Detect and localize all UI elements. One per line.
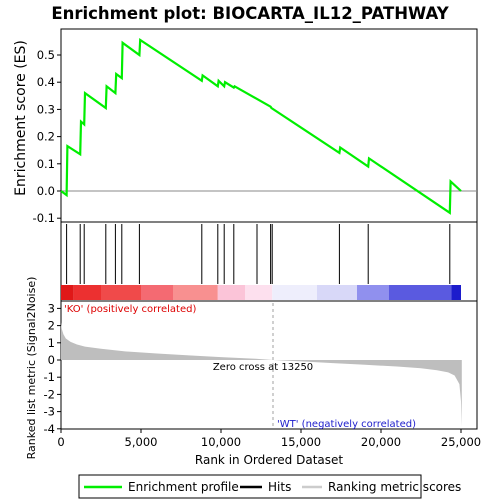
ranking-color-segment	[451, 285, 461, 300]
es-y-tick-label: 0.0	[37, 184, 55, 198]
legend: Enrichment profile Hits Ranking metric s…	[78, 474, 461, 499]
ranking-color-bar	[61, 285, 461, 300]
x-tick-label: 0	[57, 435, 64, 449]
ranking-y-tick-label: 3	[48, 301, 55, 315]
ranking-color-segment	[272, 285, 317, 300]
ranking-color-segment	[245, 285, 273, 300]
x-tick-label: 20,000	[361, 435, 401, 449]
x-tick-label: 10,000	[201, 435, 241, 449]
ranking-y-tick-label: -3	[44, 405, 55, 419]
ranking-y-tick-label: 0	[48, 353, 55, 367]
x-tick-label: 5,000	[125, 435, 158, 449]
es-y-tick-label: 0.1	[37, 157, 55, 171]
es-y-tick-label: 0.5	[37, 48, 55, 62]
ranking-metric-area	[61, 322, 462, 428]
ranking-color-segment	[141, 285, 173, 300]
legend-enrichment-label: Enrichment profile	[128, 480, 239, 494]
x-axis-label: Rank in Ordered Dataset	[195, 453, 343, 467]
ranking-color-segment	[61, 285, 74, 300]
legend-ranking-label: Ranking metric scores	[328, 480, 461, 494]
ranking-color-segment	[317, 285, 357, 300]
hit-markers	[66, 224, 451, 284]
legend-hits-label: Hits	[268, 480, 291, 494]
ranking-color-segment	[217, 285, 245, 300]
positive-correlation-label: 'KO' (positively correlated)	[64, 304, 196, 315]
ranking-y-tick-label: -4	[44, 422, 55, 436]
ranking-color-segment	[389, 285, 452, 300]
enrichment-profile-line	[60, 38, 462, 215]
ranking-color-segment	[357, 285, 389, 300]
es-panel-frame	[60, 28, 478, 223]
ranking-color-segment	[173, 285, 218, 300]
ranking-color-segment	[101, 285, 141, 300]
ranking-y-tick-label: 1	[48, 336, 55, 350]
es-y-tick-label: 0.2	[37, 130, 55, 144]
x-tick-label: 25,000	[441, 435, 481, 449]
es-y-tick-label: -0.1	[33, 211, 55, 225]
ranking-color-segment	[73, 285, 101, 300]
es-y-tick-label: 0.3	[37, 102, 55, 116]
es-y-axis-label: Enrichment score (ES)	[13, 40, 29, 196]
negative-correlation-label: 'WT' (negatively correlated)	[277, 419, 416, 430]
ranking-y-axis-label: Ranked list metric (Signal2Noise)	[25, 277, 38, 460]
x-tick-label: 15,000	[281, 435, 321, 449]
es-y-tick-label: 0.4	[37, 75, 55, 89]
chart-title: Enrichment plot: BIOCARTA_IL12_PATHWAY	[51, 4, 449, 23]
ranking-y-tick-label: -1	[44, 370, 55, 384]
ranking-y-tick-label: -2	[44, 387, 55, 401]
es-y-axis: -0.1 0.0 0.1 0.2 0.3 0.4 0.5	[33, 48, 61, 225]
ranking-panel-frame	[60, 300, 478, 430]
ranking-y-axis: -4 -3 -2 -1 0 1 2 3	[44, 301, 61, 436]
x-axis: 0 5,000 10,000 15,000 20,000 25,000	[57, 429, 481, 449]
ranking-y-tick-label: 2	[48, 319, 55, 333]
zero-cross-label: Zero cross at 13250	[213, 362, 313, 373]
